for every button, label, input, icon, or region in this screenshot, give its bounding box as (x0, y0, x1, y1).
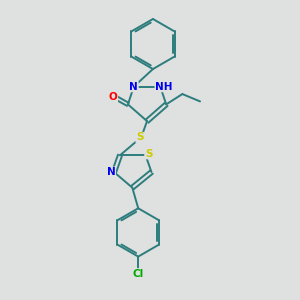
Text: Cl: Cl (133, 269, 144, 279)
Text: S: S (145, 149, 152, 159)
Text: N: N (107, 167, 116, 177)
Text: NH: NH (155, 82, 172, 92)
Text: S: S (136, 132, 143, 142)
Text: O: O (109, 92, 118, 102)
Text: N: N (129, 82, 138, 92)
